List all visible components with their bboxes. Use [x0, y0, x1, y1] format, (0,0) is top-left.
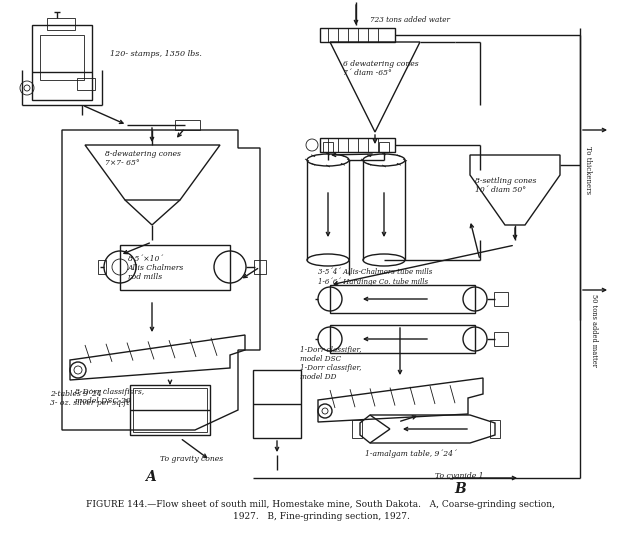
Bar [32, 25, 92, 100]
Circle shape [318, 327, 342, 351]
Text: 8-Dorr classifiers,
model DSC-20: 8-Dorr classifiers, model DSC-20 [75, 388, 144, 405]
Bar [133, 388, 207, 432]
Text: To cyanide 1: To cyanide 1 [435, 472, 483, 480]
Bar [352, 420, 362, 438]
Text: B: B [454, 482, 466, 496]
Bar [494, 332, 508, 346]
Text: 3-5´4´ Allis-Chalmers tube mills
1-6´6´ Hardinge Co. tube mills: 3-5´4´ Allis-Chalmers tube mills 1-6´6´ … [318, 268, 432, 286]
Text: 8-settling cones
10´ diam 50°: 8-settling cones 10´ diam 50° [475, 177, 536, 194]
Text: 6 dewatering cones
7´ diam -65°: 6 dewatering cones 7´ diam -65° [343, 60, 419, 77]
Text: 723 tons added water: 723 tons added water [370, 16, 450, 24]
Text: 1-Dorr classifier,
model DD: 1-Dorr classifier, model DD [300, 364, 361, 381]
Bar [40, 35, 84, 80]
Ellipse shape [363, 254, 405, 266]
Bar [253, 370, 301, 438]
Ellipse shape [307, 254, 349, 266]
Text: 2-tables 9´24´
3- oz. silver per sq.ft.: 2-tables 9´24´ 3- oz. silver per sq.ft. [50, 390, 132, 407]
Circle shape [463, 287, 487, 311]
Bar [323, 142, 333, 152]
Bar [330, 285, 475, 313]
Text: 1927.   B, Fine-grinding section, 1927.: 1927. B, Fine-grinding section, 1927. [232, 512, 410, 521]
Text: 8-dewatering cones
7×7- 65°: 8-dewatering cones 7×7- 65° [105, 150, 181, 167]
Text: 50 tons added matter: 50 tons added matter [590, 294, 598, 367]
Text: FIGURE 144.—Flow sheet of south mill, Homestake mine, South Dakota.   A, Coarse-: FIGURE 144.—Flow sheet of south mill, Ho… [87, 500, 555, 509]
Text: To thickeners: To thickeners [584, 146, 592, 194]
Text: 1-Dorr classifier,
model DSC: 1-Dorr classifier, model DSC [300, 346, 361, 363]
Bar [47, 18, 75, 30]
Circle shape [463, 327, 487, 351]
Circle shape [318, 287, 342, 311]
Bar [490, 420, 500, 438]
Bar [130, 385, 210, 435]
Text: To gravity cones: To gravity cones [160, 455, 223, 463]
Text: 1-amalgam table, 9´24´: 1-amalgam table, 9´24´ [365, 450, 457, 459]
Text: A: A [144, 470, 155, 484]
Bar [98, 260, 106, 274]
Text: 8-5´×10´
Allis Chalmers
rod mills: 8-5´×10´ Allis Chalmers rod mills [128, 255, 184, 281]
Bar [330, 325, 475, 353]
Ellipse shape [307, 154, 349, 166]
Ellipse shape [363, 154, 405, 166]
Bar [494, 292, 508, 306]
Bar [77, 78, 95, 90]
Text: 120- stamps, 1350 lbs.: 120- stamps, 1350 lbs. [110, 50, 202, 58]
Bar [320, 28, 395, 42]
Bar [320, 138, 395, 152]
Bar [175, 120, 200, 130]
Bar [120, 245, 230, 290]
Bar [254, 260, 266, 274]
Bar [379, 142, 389, 152]
